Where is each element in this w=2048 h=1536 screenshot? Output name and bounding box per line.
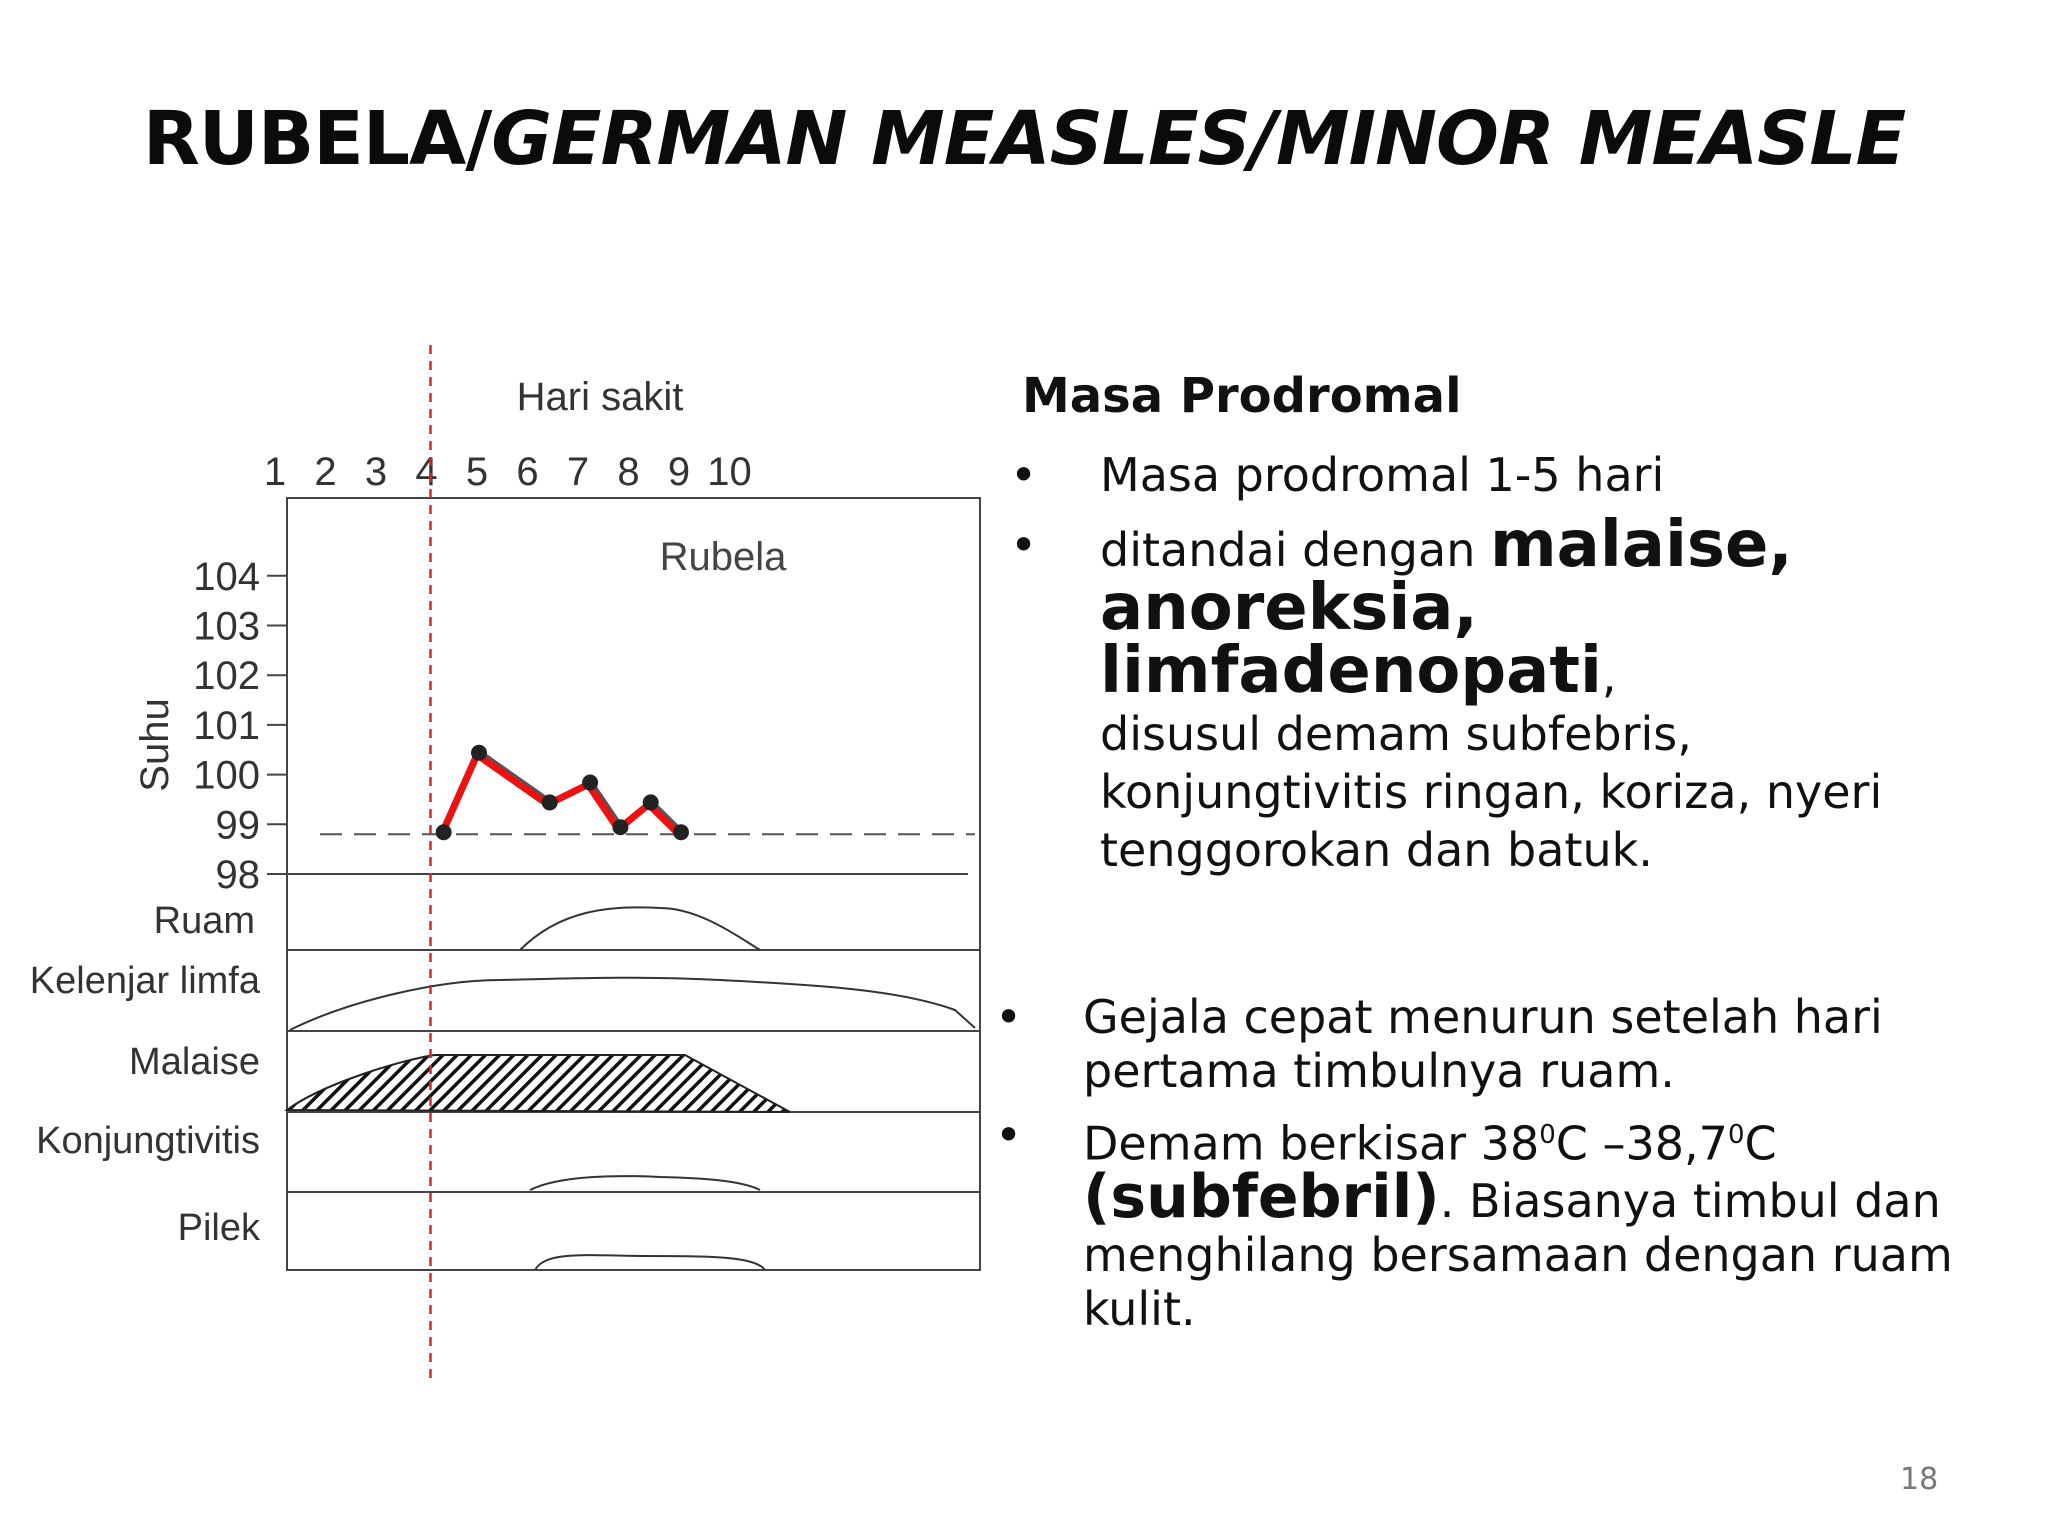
y-tick-label: 104 (193, 555, 260, 599)
malaise-area (284, 1054, 791, 1113)
bullet-marker: • (995, 990, 1023, 1044)
y-tick-label: 99 (216, 803, 261, 847)
temperature-point (673, 824, 689, 841)
chart-header: Hari sakit (517, 375, 684, 419)
day-tick-label: 3 (365, 450, 387, 494)
temperature-point (642, 794, 659, 811)
prodromal-bullet-list: • Masa prodromal 1-5 hari • ditandai denga… (1010, 446, 2000, 891)
rubella-chart: Hari sakit Rubela Suhu Ruam Kelenjar lim… (30, 345, 981, 1380)
bullet-text: C (1744, 1116, 1777, 1171)
row-label-ruam: Ruam (154, 900, 255, 942)
y-tick-label: 102 (193, 654, 260, 698)
pilek-curve (534, 1254, 766, 1271)
day-tick-label: 8 (617, 450, 639, 494)
section-heading: Masa Prodromal (1022, 368, 1462, 424)
day-tick-label: 9 (668, 450, 690, 494)
bullet-item: • Demam berkisar 380C –38,70C (subfebril).… (995, 1108, 2005, 1336)
y-tick-label: 101 (193, 704, 260, 748)
temperature-point (471, 744, 487, 761)
day-tick-label: 2 (314, 450, 336, 494)
degree-superscript: 0 (1727, 1120, 1745, 1150)
bullet-marker: • (995, 1108, 1023, 1162)
bullet-text: Masa prodromal 1-5 hari (1100, 448, 1665, 502)
day-tick-label: 6 (516, 450, 538, 494)
row-label-pilek: Pilek (178, 1207, 261, 1249)
bullet-item: • Gejala cepat menurun setelah hari perta… (995, 990, 2005, 1098)
temperature-line-shadow (442, 748, 684, 833)
y-tick-label: 98 (216, 853, 261, 897)
ruam-curve (519, 906, 761, 951)
row-label-kelenjar-limfa: Kelenjar limfa (30, 960, 261, 1002)
bullet-emphasis: anoreksia, limfadenopati (1100, 571, 1602, 708)
temperature-point (582, 774, 599, 791)
bullet-text: Gejala cepat menurun setelah hari pertam… (1083, 990, 1883, 1098)
day-tick-label: 5 (466, 450, 488, 494)
row-label-malaise: Malaise (129, 1041, 260, 1083)
row-label-konjungtivitis: Konjungtivitis (36, 1120, 260, 1162)
day-tick-label: 4 (415, 450, 437, 494)
slide-title: RUBELA/GERMAN MEASLES/MINOR MEASLE (0, 96, 2048, 182)
disease-label: Rubela (660, 535, 788, 579)
temperature-point (612, 819, 629, 836)
temperature-line (438, 751, 682, 837)
bullet-text: disusul demam subfebris, konjungtivitis … (1100, 707, 1883, 877)
degree-superscript: 0 (1539, 1120, 1556, 1150)
symptom-bullet-list: • Gejala cepat menurun setelah hari perta… (995, 990, 2005, 1346)
bullet-marker: • (1010, 448, 1038, 502)
y-axis-label: Suhu (133, 698, 177, 791)
bullet-item: • ditandai dengan malaise, anoreksia, limf… (1010, 513, 2000, 879)
title-part2: GERMAN MEASLES/MINOR MEASLE (491, 96, 1906, 182)
bullet-emphasis: malaise, (1489, 508, 1793, 582)
title-part1: RUBELA/ (142, 96, 492, 182)
y-tick-label: 103 (193, 605, 260, 649)
day-tick-label: 7 (567, 450, 589, 494)
day-tick-label: 10 (707, 450, 752, 494)
chart-frame (286, 497, 981, 1271)
bullet-text: , (1601, 649, 1617, 703)
kelenjar-limfa-curve (289, 976, 976, 1031)
konjungtivitis-curve (529, 1175, 761, 1191)
temperature-point (541, 794, 558, 811)
day-tick-label: 1 (264, 450, 286, 494)
temperature-point (435, 824, 452, 841)
bullet-text: Demam berkisar 38 (1083, 1116, 1540, 1171)
bullet-text: . Biasanya timbul dan menghilang bersama… (1083, 1174, 1953, 1337)
page-number: 18 (1900, 1462, 1939, 1497)
y-tick-label: 100 (193, 754, 260, 798)
bullet-text: ditandai dengan (1100, 523, 1490, 577)
bullet-emphasis: (subfebril) (1083, 1162, 1440, 1233)
bullet-item: • Masa prodromal 1-5 hari (1010, 446, 2000, 504)
bullet-marker: • (1010, 518, 1038, 572)
bullet-text: C –38,7 (1555, 1116, 1728, 1171)
